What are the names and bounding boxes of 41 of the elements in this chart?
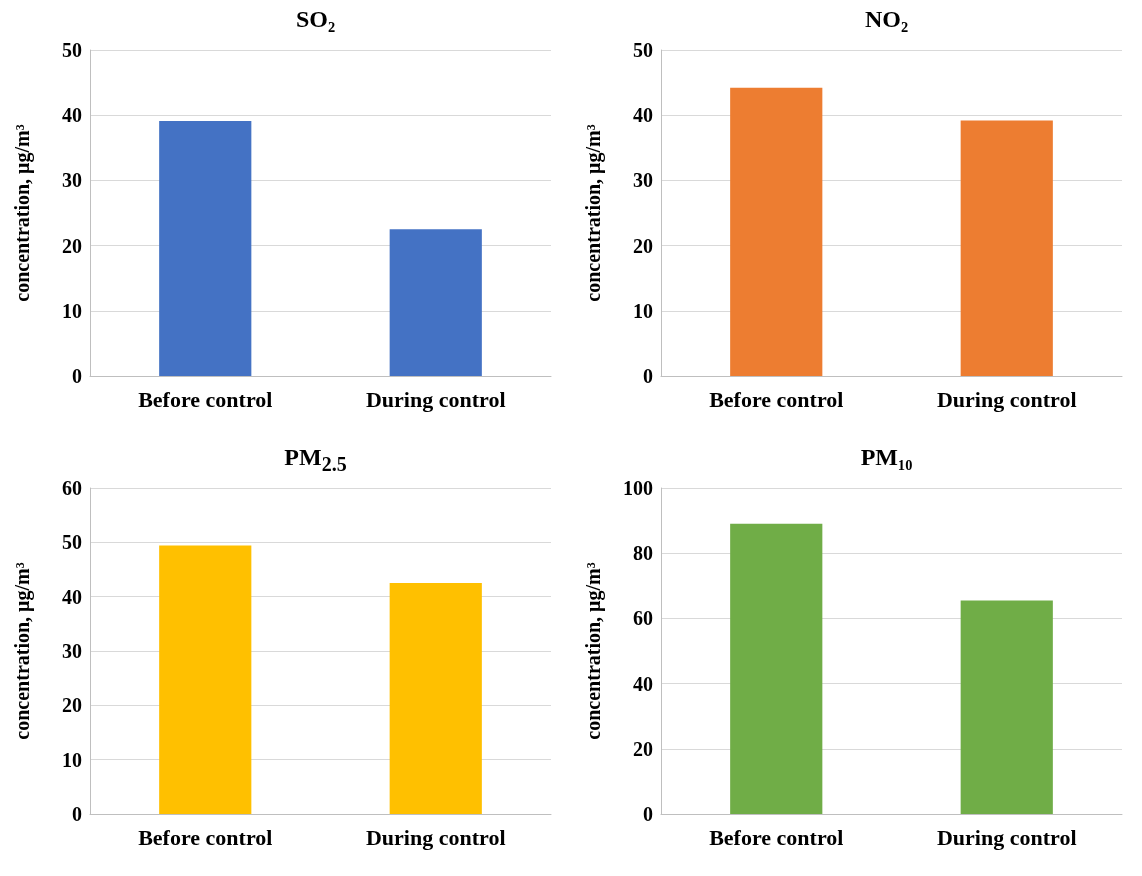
y-tick-label: 30 xyxy=(633,169,653,192)
y-tick-label: 10 xyxy=(62,299,82,322)
x-tick-label: During control xyxy=(365,824,506,850)
y-tick-label: 40 xyxy=(633,672,653,695)
y-axis-title: concentration, μg/m³ xyxy=(11,562,34,740)
y-tick-label: 10 xyxy=(62,748,82,771)
y-axis-title: concentration, μg/m³ xyxy=(11,124,34,302)
x-tick-label: During control xyxy=(936,824,1077,850)
y-tick-label: 0 xyxy=(72,803,82,825)
y-tick-label: 50 xyxy=(633,39,653,61)
y-tick-label: 20 xyxy=(62,694,82,717)
y-tick-label: 20 xyxy=(633,737,653,760)
y-tick-label: 50 xyxy=(62,531,82,554)
x-tick-label: Before control xyxy=(138,824,273,850)
y-tick-label: 40 xyxy=(633,104,653,127)
y-tick-label: 100 xyxy=(623,477,653,499)
y-tick-label: 0 xyxy=(72,365,82,387)
y-tick-label: 60 xyxy=(633,607,653,630)
y-tick-label: 80 xyxy=(633,542,653,565)
y-tick-label: 10 xyxy=(633,299,653,322)
y-tick-label: 0 xyxy=(643,803,653,825)
y-tick-label: 30 xyxy=(62,640,82,662)
chart-title: SO₂ xyxy=(294,6,337,33)
chart-title: PM$_{2.5}$ xyxy=(283,444,348,476)
x-tick-label: Before control xyxy=(138,386,273,412)
x-tick-label: Before control xyxy=(709,824,844,850)
y-tick-label: 20 xyxy=(633,234,653,257)
y-tick-label: 0 xyxy=(643,365,653,387)
x-tick-label: During control xyxy=(365,386,506,412)
y-tick-label: 60 xyxy=(62,477,82,499)
y-tick-label: 30 xyxy=(62,169,82,192)
y-tick-label: 40 xyxy=(62,104,82,127)
y-axis-title: concentration, μg/m³ xyxy=(582,562,605,740)
y-tick-label: 20 xyxy=(62,234,82,257)
chart-title: PM₁₀ xyxy=(859,444,914,471)
chart-title: NO₂ xyxy=(863,6,910,33)
y-tick-label: 40 xyxy=(62,585,82,608)
y-tick-label: 50 xyxy=(62,39,82,61)
y-axis-title: concentration, μg/m³ xyxy=(582,124,605,302)
x-tick-label: Before control xyxy=(709,386,844,412)
x-tick-label: During control xyxy=(936,386,1077,412)
